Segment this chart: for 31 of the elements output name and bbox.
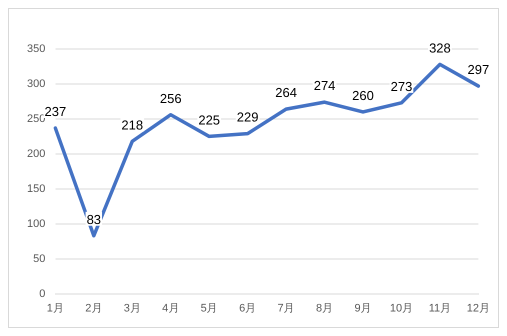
x-tick-label: 3月 xyxy=(124,302,141,314)
data-label: 229 xyxy=(236,110,258,125)
x-tick-label: 9月 xyxy=(354,302,372,314)
x-tick-label: 4月 xyxy=(162,302,180,314)
data-label: 237 xyxy=(44,104,66,120)
y-tick-label: 100 xyxy=(26,218,46,230)
x-tick-label: 1月 xyxy=(46,302,64,314)
x-tick-label: 5月 xyxy=(200,302,218,314)
data-label: 328 xyxy=(429,40,451,56)
x-tick-label: 11月 xyxy=(428,302,452,314)
x-tick-label: 6月 xyxy=(239,302,256,314)
data-label: 273 xyxy=(390,78,412,94)
y-tick-label: 300 xyxy=(26,78,46,90)
x-tick-label: 10月 xyxy=(390,302,414,314)
data-label: 260 xyxy=(352,88,374,104)
data-label: 83 xyxy=(86,212,102,227)
x-tick-label: 2月 xyxy=(85,302,102,314)
data-label: 264 xyxy=(275,85,297,100)
y-tick-label: 150 xyxy=(26,182,46,195)
data-label: 256 xyxy=(160,90,182,106)
data-label: 297 xyxy=(468,62,490,78)
y-tick-label: 350 xyxy=(26,43,46,56)
y-tick-label: 50 xyxy=(33,252,46,265)
x-tick-label: 7月 xyxy=(278,302,295,314)
x-tick-label: 8月 xyxy=(316,302,334,314)
x-tick-label: 12月 xyxy=(466,302,490,314)
y-tick-label: 0 xyxy=(39,288,46,300)
data-label: 218 xyxy=(121,117,144,132)
data-label: 225 xyxy=(198,112,220,128)
data-label: 274 xyxy=(314,78,336,94)
y-tick-label: 200 xyxy=(26,148,46,160)
